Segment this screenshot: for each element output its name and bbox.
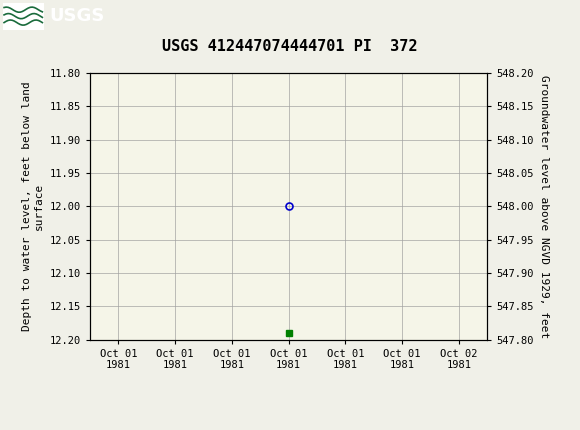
Y-axis label: Groundwater level above NGVD 1929, feet: Groundwater level above NGVD 1929, feet bbox=[539, 75, 549, 338]
Text: USGS 412447074444701 PI  372: USGS 412447074444701 PI 372 bbox=[162, 39, 418, 54]
Y-axis label: Depth to water level, feet below land
surface: Depth to water level, feet below land su… bbox=[23, 82, 44, 331]
Bar bbox=[3, 3, 43, 30]
Text: USGS: USGS bbox=[49, 7, 104, 25]
